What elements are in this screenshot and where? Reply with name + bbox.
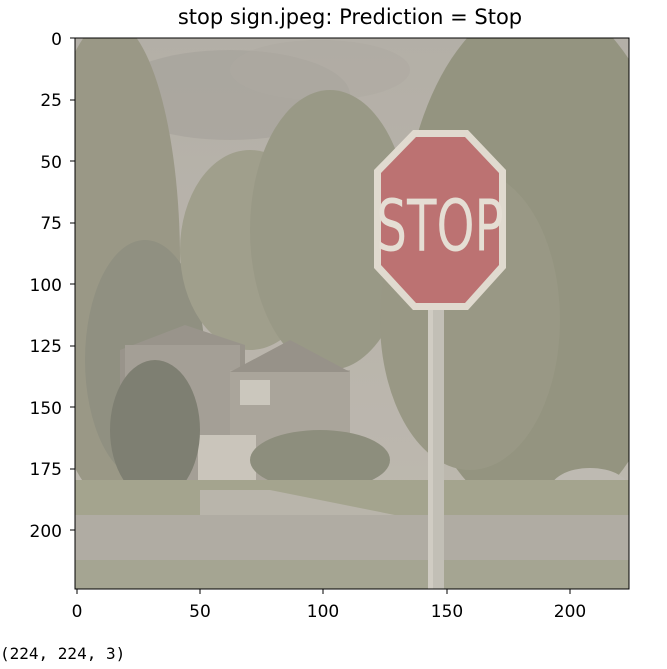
y-tick-label: 175: [30, 460, 62, 480]
y-tick-label: 150: [30, 399, 62, 419]
y-tick-label: 0: [51, 30, 62, 50]
x-axis: 0 50 100 150 200: [72, 589, 586, 622]
x-tick-label: 150: [431, 602, 463, 622]
x-tick-label: 0: [72, 602, 83, 622]
output-shape-text: (224, 224, 3): [0, 644, 126, 663]
y-axis: 0 25 50 75 100 125 150 175 200: [30, 30, 75, 542]
x-tick-label: 50: [189, 602, 211, 622]
stop-sign-image: STOP: [75, 38, 629, 589]
stop-sign-text: STOP: [376, 185, 503, 268]
y-tick-label: 75: [40, 214, 62, 234]
y-tick-label: 100: [30, 276, 62, 296]
y-tick-label: 50: [40, 153, 62, 173]
axes-frame: [74, 37, 630, 590]
y-tick-label: 25: [40, 91, 62, 111]
x-tick-label: 100: [307, 602, 339, 622]
figure-title: stop sign.jpeg: Prediction = Stop: [178, 5, 522, 29]
matplotlib-figure: stop sign.jpeg: Prediction = Stop: [30, 5, 630, 622]
y-tick-label: 125: [30, 337, 62, 357]
x-tick-label: 200: [554, 602, 586, 622]
y-tick-label: 200: [30, 522, 62, 542]
